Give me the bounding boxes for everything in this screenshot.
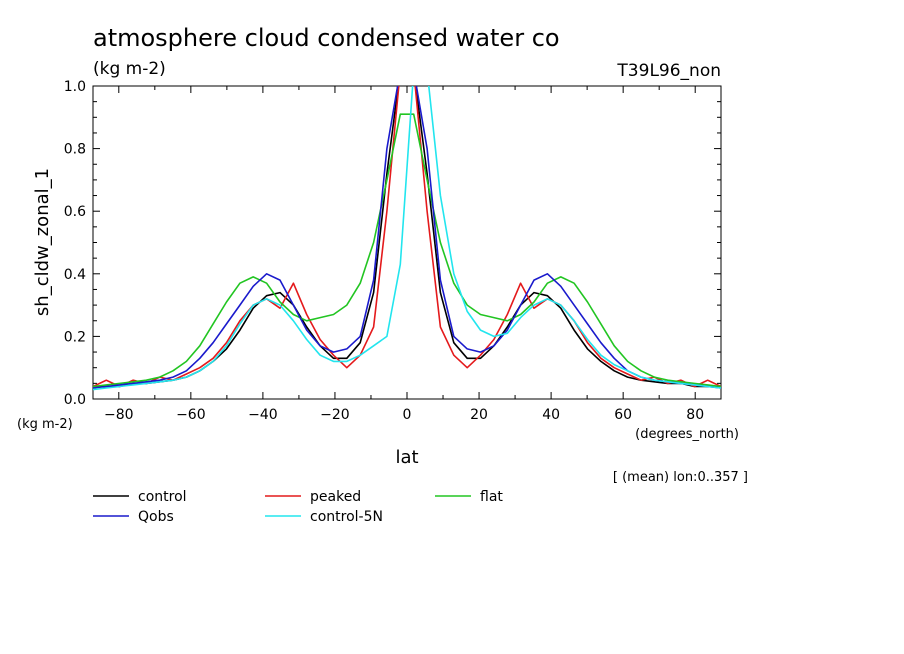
x-units-label: (degrees_north)	[635, 427, 739, 442]
legend-label-control: control	[138, 489, 187, 505]
mean-note: [ (mean) lon:0..357 ]	[613, 470, 748, 485]
series-line-Qobs	[93, 86, 721, 389]
y-tick-label: 0.0	[64, 392, 86, 408]
y-tick-label: 0.6	[64, 204, 86, 220]
y-tick-label: 0.8	[64, 142, 86, 158]
series-line-flat	[93, 113, 721, 388]
x-tick-label: 80	[686, 407, 704, 423]
x-tick-label: 0	[403, 407, 412, 423]
y-tick-labels: 0.0 0.2 0.4 0.6 0.8 1.0	[64, 79, 86, 408]
series-line-control-5N	[93, 86, 721, 391]
y-tick-label: 0.2	[64, 329, 86, 345]
plot-frame	[92, 85, 722, 400]
y-axis-label: sh_cldw_zonal_1	[32, 168, 53, 316]
x-tick-label: 40	[542, 407, 560, 423]
legend-label-control-5N: control-5N	[310, 509, 383, 525]
series-line-control	[93, 86, 721, 388]
x-tick-label: −80	[104, 407, 134, 423]
series-line-peaked	[93, 86, 721, 388]
legend-label-peaked: peaked	[310, 489, 361, 505]
legend-label-Qobs: Qobs	[138, 509, 174, 525]
series-lines	[93, 86, 721, 391]
y-units-label: (kg m-2)	[17, 417, 73, 432]
chart-title: atmosphere cloud condensed water co	[93, 24, 560, 52]
x-tick-labels: −80 −60 −40 −20 0 20 40 60 80	[104, 407, 704, 423]
legend: control peaked flat Qobs control-5N	[93, 489, 503, 525]
y-tick-label: 1.0	[64, 79, 86, 95]
x-tick-label: 20	[470, 407, 488, 423]
x-tick-label: 60	[614, 407, 632, 423]
legend-label-flat: flat	[480, 489, 503, 505]
y-tick-label: 0.4	[64, 267, 86, 283]
chart-subtitle: (kg m-2)	[93, 59, 166, 79]
axis-ticks	[93, 85, 721, 400]
chart-tag: T39L96_non	[616, 61, 721, 81]
x-tick-label: −20	[320, 407, 350, 423]
x-axis-label: lat	[395, 447, 418, 468]
x-tick-label: −60	[176, 407, 206, 423]
x-tick-label: −40	[248, 407, 278, 423]
